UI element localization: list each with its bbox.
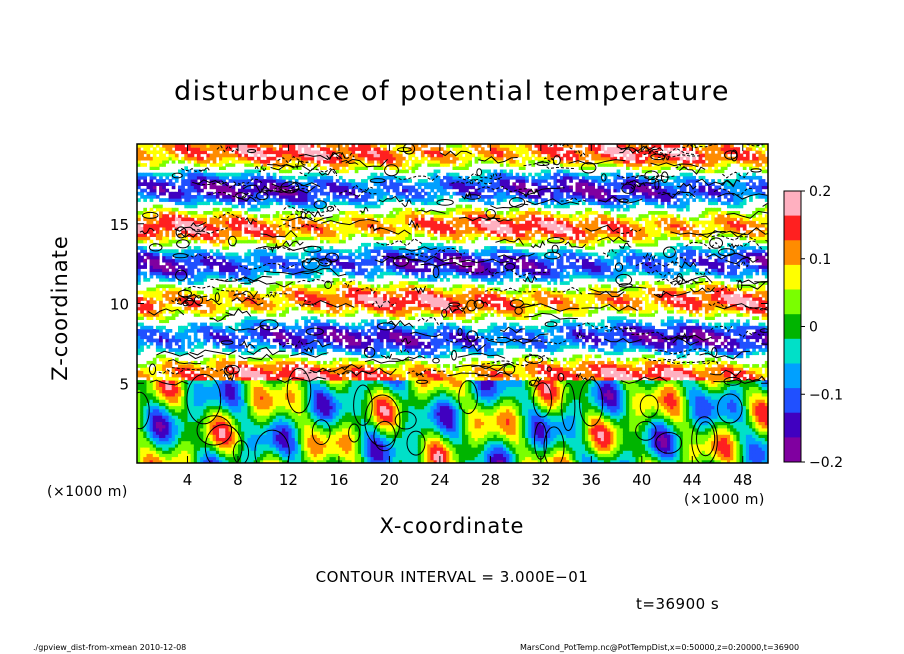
y-tick-label: 10 [110, 296, 129, 314]
colorbar-swatch [784, 289, 801, 315]
x-tick-label: 28 [481, 471, 500, 489]
colorbar-swatch [784, 240, 801, 266]
x-tick-label: 24 [430, 471, 449, 489]
colorbar-swatch [784, 412, 801, 438]
x-tick-label: 20 [380, 471, 399, 489]
chart-title: disturbunce of potential temperature [174, 76, 730, 107]
x-unit-label-right: (×1000 m) [684, 492, 765, 508]
y-axis-label: Z-coordinate [48, 235, 72, 381]
footer-script-label: ./gpview_dist-from-xmean 2010-12-08 [33, 643, 187, 652]
x-tick-label: 32 [531, 471, 550, 489]
y-tick-label: 5 [119, 375, 129, 393]
x-tick-label: 12 [279, 471, 298, 489]
x-axis-ticks: 4 8 12 16 20 24 28 32 36 40 44 48 [183, 144, 752, 489]
x-unit-label-left: (×1000 m) [47, 484, 128, 500]
x-tick-label: 48 [733, 471, 752, 489]
colorbar-swatch [784, 191, 801, 217]
colorbar-swatch [784, 437, 801, 463]
footer-source-label: MarsCond_PotTemp.nc@PotTempDist,x=0:5000… [520, 643, 800, 652]
y-tick-label: 15 [110, 216, 129, 234]
y-axis-ticks: 5 10 15 [110, 216, 768, 393]
colorbar-tick-label: −0.1 [809, 387, 843, 403]
colorbar-swatch [784, 363, 801, 389]
x-tick-label: 4 [183, 471, 193, 489]
colorbar: 0.2 0.1 0 −0.1 −0.2 [783, 184, 843, 471]
contour-interval-label: CONTOUR INTERVAL = 3.000E−01 [315, 568, 589, 586]
x-tick-label: 36 [582, 471, 601, 489]
colorbar-tick-label: −0.2 [809, 455, 843, 471]
colorbar-swatch [784, 338, 801, 364]
x-tick-label: 8 [233, 471, 243, 489]
colorbar-swatch [784, 264, 801, 290]
colorbar-swatch [784, 215, 801, 241]
heatmap-field [137, 144, 768, 463]
colorbar-tick-label: 0.2 [809, 184, 831, 200]
colorbar-swatch [784, 314, 801, 340]
colorbar-tick-label: 0.1 [809, 252, 831, 268]
time-label: t=36900 s [636, 595, 720, 613]
x-tick-label: 16 [329, 471, 348, 489]
colorbar-tick-label: 0 [809, 320, 818, 336]
x-tick-label: 44 [683, 471, 702, 489]
contour-lines [137, 144, 768, 463]
x-axis-label: X-coordinate [379, 514, 525, 538]
x-tick-label: 40 [632, 471, 651, 489]
colorbar-swatch [784, 388, 801, 414]
